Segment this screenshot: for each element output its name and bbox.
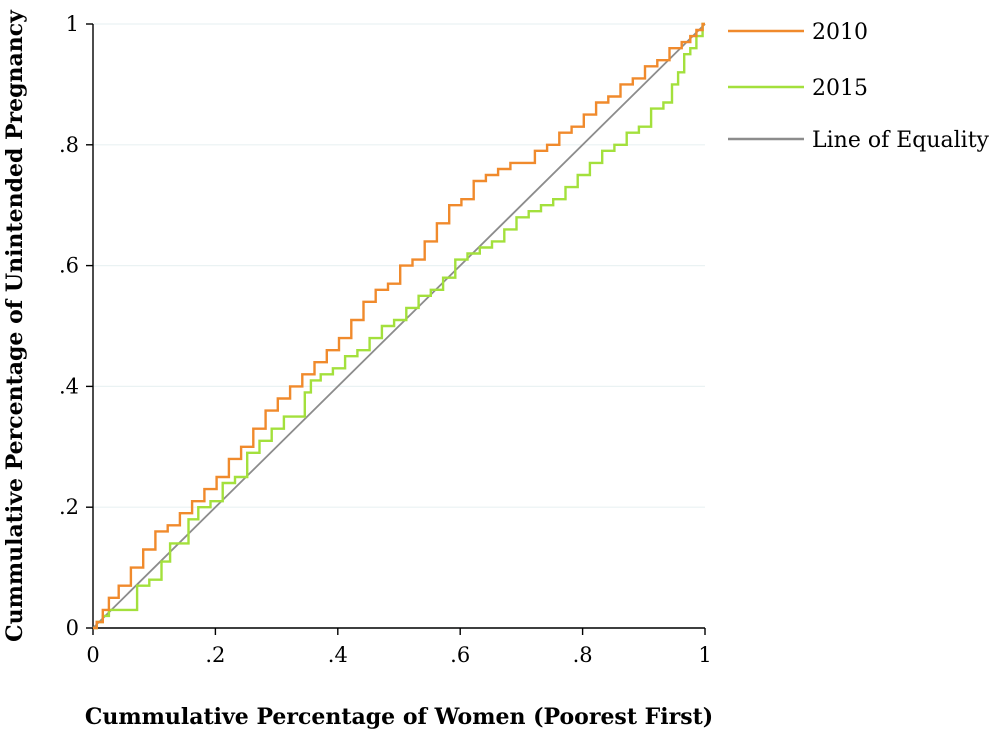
- series-line-2015: [93, 22, 705, 630]
- y-tick-label: .2: [59, 495, 79, 519]
- legend-label-2010: 2010: [812, 20, 868, 45]
- x-tick-label: 0: [86, 643, 99, 667]
- y-tick-label: 0: [66, 616, 79, 640]
- axes: [92, 24, 705, 629]
- legend-label-2015: 2015: [812, 76, 868, 101]
- series-line-line-of-equality: [92, 23, 706, 629]
- x-tick-label: .6: [450, 643, 470, 667]
- y-tick-label: 1: [66, 12, 79, 36]
- x-tick-label: .2: [205, 643, 225, 667]
- x-axis-title: Cummulative Percentage of Women (Poorest…: [85, 704, 713, 730]
- x-tick-label: .8: [573, 643, 593, 667]
- series-line-2010: [93, 22, 705, 630]
- y-tick-label: .8: [59, 133, 79, 157]
- y-tick-label: .6: [59, 254, 79, 278]
- x-tick-label: .4: [328, 643, 348, 667]
- series-lines: [92, 22, 706, 630]
- x-tick-label: 1: [698, 643, 711, 667]
- legend: 2010 2015 Line of Equality: [728, 20, 990, 153]
- ticks: 0 .2 .4 .6 .8 1 0 .2 .4 .6 .8 1: [59, 12, 712, 667]
- y-tick-label: .4: [59, 374, 79, 398]
- legend-label-line-of-equality: Line of Equality: [812, 128, 990, 153]
- y-axis-title: Cummulative Percentage of Unintended Pre…: [2, 9, 28, 642]
